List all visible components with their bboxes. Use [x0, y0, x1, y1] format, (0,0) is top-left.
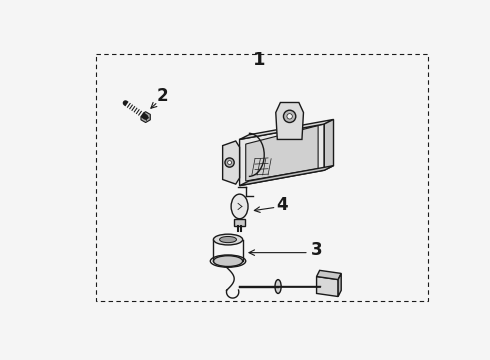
Polygon shape — [141, 112, 150, 122]
Ellipse shape — [231, 194, 248, 219]
Circle shape — [283, 110, 296, 122]
Circle shape — [287, 114, 293, 119]
Polygon shape — [240, 120, 334, 139]
Polygon shape — [317, 270, 341, 280]
Polygon shape — [276, 103, 303, 139]
Polygon shape — [338, 274, 341, 297]
Polygon shape — [245, 126, 318, 181]
Ellipse shape — [214, 234, 243, 245]
Polygon shape — [240, 166, 334, 186]
Polygon shape — [324, 120, 334, 170]
Bar — [234, 219, 245, 226]
Ellipse shape — [275, 280, 281, 293]
Text: 4: 4 — [276, 196, 288, 214]
Ellipse shape — [214, 256, 243, 266]
Circle shape — [225, 158, 234, 167]
Text: 2: 2 — [157, 86, 169, 104]
Bar — [97, 54, 428, 301]
Polygon shape — [240, 124, 324, 186]
Text: 3: 3 — [311, 240, 322, 258]
Polygon shape — [222, 141, 240, 184]
Polygon shape — [317, 276, 338, 297]
Ellipse shape — [220, 237, 237, 243]
Text: 1: 1 — [252, 51, 265, 69]
Circle shape — [228, 161, 231, 165]
